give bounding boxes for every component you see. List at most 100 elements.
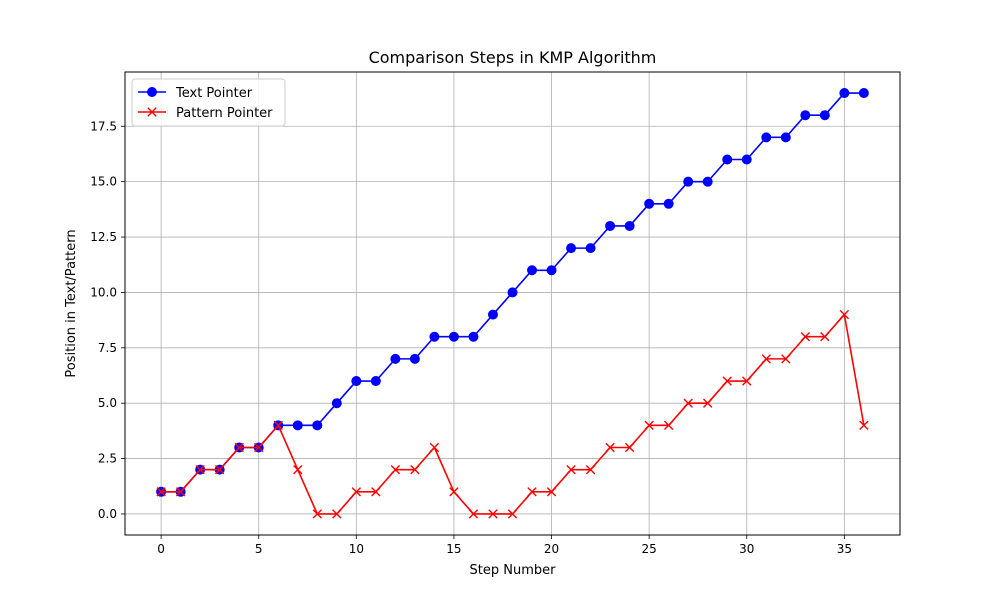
data-point xyxy=(624,220,635,231)
y-axis-label: Position in Text/Pattern xyxy=(64,229,79,377)
y-tick-label: 10.0 xyxy=(90,285,117,299)
legend-label: Pattern Pointer xyxy=(176,106,273,121)
data-point xyxy=(800,110,811,121)
x-tick-label: 35 xyxy=(837,542,852,556)
data-point xyxy=(293,464,303,475)
data-point xyxy=(195,464,205,475)
data-point xyxy=(702,176,713,187)
data-point xyxy=(663,420,674,431)
ticks: 0 5 10 15 20 25 30 35 0.0 2.5 5.0 7.5 10.0 12.5 15.0 17… xyxy=(90,119,852,556)
grid xyxy=(125,72,900,535)
data-point xyxy=(800,332,811,342)
data-point xyxy=(175,487,186,497)
data-point xyxy=(820,332,830,342)
data-point xyxy=(683,176,694,187)
data-point xyxy=(859,420,869,431)
legend-marker xyxy=(147,87,157,97)
x-tick-label: 30 xyxy=(739,542,754,556)
chart-title: Comparison Steps in KMP Algorithm xyxy=(369,48,657,67)
y-tick-label: 17.5 xyxy=(90,119,117,133)
data-point xyxy=(487,309,498,320)
data-point xyxy=(781,354,791,364)
legend: Text Pointer Pattern Pointer xyxy=(131,78,286,127)
data-point xyxy=(819,110,830,121)
x-tick-label: 15 xyxy=(446,542,461,556)
data-point xyxy=(663,198,674,209)
data-point xyxy=(390,353,401,364)
y-tick-label: 15.0 xyxy=(90,175,117,189)
data-point xyxy=(292,420,303,431)
data-point xyxy=(448,331,459,342)
data-point xyxy=(780,132,791,143)
data-point xyxy=(331,398,342,409)
data-point xyxy=(546,487,557,497)
data-point xyxy=(468,331,479,342)
data-point xyxy=(371,487,381,497)
x-tick-label: 5 xyxy=(255,542,263,556)
data-point xyxy=(390,464,401,475)
data-point xyxy=(703,398,713,408)
data-point xyxy=(761,132,772,143)
data-point xyxy=(429,331,440,342)
data-point xyxy=(234,442,244,453)
data-point xyxy=(468,509,479,519)
data-point xyxy=(722,154,733,165)
legend-label: Text Pointer xyxy=(175,86,253,101)
data-point xyxy=(683,398,693,408)
data-point xyxy=(585,464,596,475)
data-point xyxy=(351,487,362,497)
x-axis-label: Step Number xyxy=(470,563,557,578)
data-point xyxy=(410,464,420,475)
data-point xyxy=(370,376,381,387)
data-point xyxy=(839,88,850,99)
x-tick-label: 25 xyxy=(642,542,657,556)
x-tick-label: 10 xyxy=(349,542,364,556)
data-point xyxy=(644,420,654,431)
data-point xyxy=(429,442,440,453)
data-point xyxy=(312,509,322,519)
y-tick-label: 12.5 xyxy=(90,230,117,244)
data-point xyxy=(741,154,752,165)
data-point xyxy=(742,376,752,386)
series-1 xyxy=(156,309,869,519)
data-point xyxy=(722,376,732,386)
data-point xyxy=(605,442,615,453)
y-tick-label: 7.5 xyxy=(98,341,117,355)
legend-item: Text Pointer xyxy=(138,86,253,101)
data-point xyxy=(312,420,323,431)
x-tick-label: 0 xyxy=(157,542,165,556)
data-point xyxy=(761,354,771,364)
data-point xyxy=(527,265,538,276)
data-point xyxy=(488,509,498,519)
y-tick-label: 2.5 xyxy=(98,452,117,466)
data-point xyxy=(409,353,420,364)
series-layer xyxy=(156,88,869,519)
data-point xyxy=(214,464,225,475)
data-point xyxy=(527,487,537,497)
data-point xyxy=(254,442,264,453)
data-point xyxy=(839,309,850,320)
x-tick-label: 20 xyxy=(544,542,559,556)
data-point xyxy=(507,509,518,519)
legend-marker xyxy=(147,107,157,117)
legend-box xyxy=(131,78,286,127)
data-point xyxy=(585,243,596,254)
legend-item: Pattern Pointer xyxy=(138,106,273,121)
data-point xyxy=(449,487,459,497)
data-point xyxy=(156,487,166,497)
data-point xyxy=(351,376,362,387)
data-point xyxy=(644,198,655,209)
y-tick-label: 5.0 xyxy=(98,396,117,410)
plot-frame xyxy=(124,71,901,536)
data-point xyxy=(507,287,518,298)
data-point xyxy=(546,265,557,276)
data-point xyxy=(566,243,577,254)
y-tick-label: 0.0 xyxy=(98,507,117,521)
data-point xyxy=(273,420,283,431)
data-point xyxy=(566,464,576,475)
data-point xyxy=(332,509,342,519)
data-point xyxy=(858,88,869,99)
data-point xyxy=(624,442,635,453)
data-point xyxy=(605,220,616,231)
